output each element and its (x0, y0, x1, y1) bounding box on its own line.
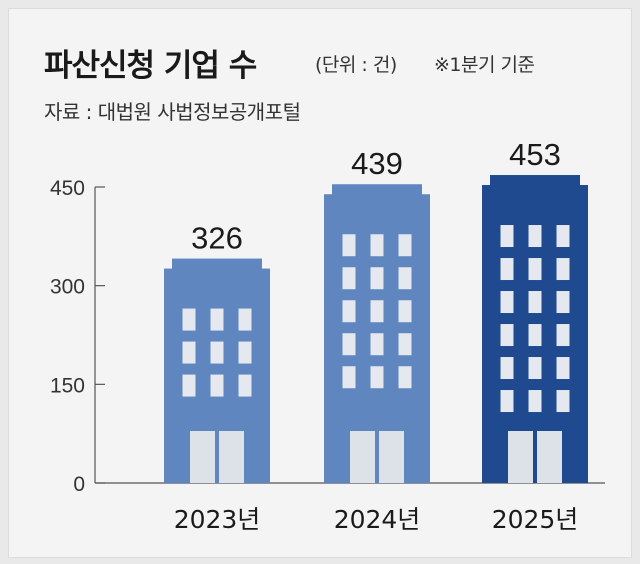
window (238, 308, 252, 331)
window (528, 291, 542, 314)
x-tick-label: 2024년 (334, 505, 421, 534)
label-layer: 326 2023년 439 2024년 453 2025년 (174, 137, 579, 534)
window (500, 324, 514, 347)
window (210, 341, 224, 364)
bar-roof (490, 175, 580, 188)
window (370, 366, 384, 389)
door-right (537, 431, 562, 483)
window (528, 258, 542, 281)
value-label: 326 (191, 221, 243, 256)
window (342, 267, 356, 290)
window (182, 341, 196, 364)
window (556, 390, 570, 413)
y-tick-label: 0 (73, 473, 85, 496)
door-left (350, 431, 375, 483)
window (342, 234, 356, 257)
window (342, 333, 356, 356)
window (556, 324, 570, 347)
y-tick-label: 150 (50, 374, 85, 397)
value-label: 439 (351, 146, 403, 181)
bar-building (324, 184, 430, 484)
window (528, 324, 542, 347)
source-label: 자료 : 대법원 사법정보공개포털 (44, 100, 301, 124)
window (556, 291, 570, 314)
bar-building (164, 258, 270, 483)
window (182, 308, 196, 331)
bar-building (482, 175, 588, 483)
window (398, 333, 412, 356)
window (210, 308, 224, 331)
door-left (508, 431, 533, 483)
chart-title: 파산신청 기업 수 (44, 48, 257, 84)
window (182, 374, 196, 397)
window (500, 390, 514, 413)
window (398, 366, 412, 389)
value-label: 453 (509, 137, 561, 172)
window (500, 357, 514, 380)
door-left (190, 431, 215, 483)
x-tick-label: 2023년 (174, 505, 261, 534)
window (500, 291, 514, 314)
window (556, 357, 570, 380)
door-right (219, 431, 244, 483)
window (500, 225, 514, 248)
unit-label: (단위 : 건) (315, 54, 397, 76)
window (370, 234, 384, 257)
bar-roof (172, 258, 262, 271)
window (500, 258, 514, 281)
bar-roof (332, 184, 422, 197)
window (398, 267, 412, 290)
window (342, 366, 356, 389)
window (370, 333, 384, 356)
bar-layer (164, 175, 588, 484)
window (342, 300, 356, 323)
x-tick-label: 2025년 (492, 505, 579, 534)
door-right (379, 431, 404, 483)
window (210, 374, 224, 397)
window (398, 234, 412, 257)
window (528, 225, 542, 248)
window (238, 341, 252, 364)
y-tick-label: 450 (50, 177, 85, 200)
y-tick-label: 300 (50, 276, 85, 299)
window (528, 357, 542, 380)
window (370, 300, 384, 323)
window (238, 374, 252, 397)
window (398, 300, 412, 323)
window (556, 225, 570, 248)
window (370, 267, 384, 290)
window (528, 390, 542, 413)
note-label: ※1분기 기준 (434, 54, 535, 76)
window (556, 258, 570, 281)
